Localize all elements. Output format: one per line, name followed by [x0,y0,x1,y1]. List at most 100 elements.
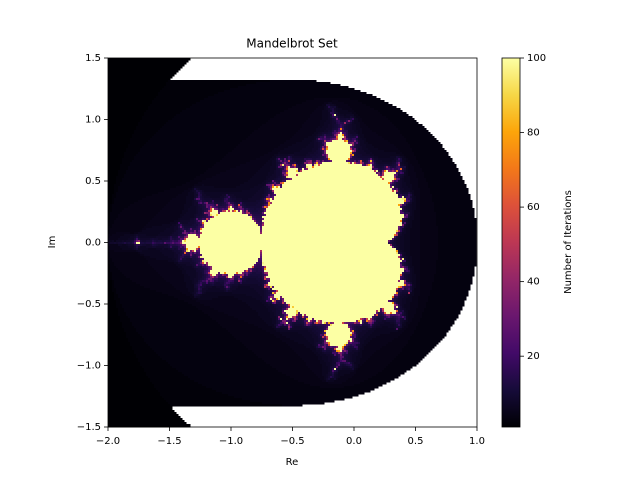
image-cell [246,272,249,275]
image-cell [402,230,405,233]
image-cell [412,214,415,217]
image-cell [278,152,295,155]
image-cell [166,228,175,231]
image-cell [392,298,395,301]
image-cell [364,122,393,125]
image-cell [392,170,395,173]
image-cell [244,212,247,215]
image-cell [406,316,409,319]
image-cell [382,316,385,319]
image-cell [176,252,181,255]
image-cell [186,284,195,287]
image-cell [194,266,197,269]
image-cell [272,286,275,289]
image-cell [230,202,233,205]
image-cell [272,160,277,163]
image-cell [280,162,283,165]
image-cell [264,222,403,225]
image-cell [390,332,403,335]
image-cell [156,214,181,217]
image-cell [116,196,147,199]
image-cell [218,212,221,215]
image-cell [412,256,421,259]
image-cell [136,328,227,331]
image-cell [358,350,361,353]
image-cell [400,256,403,259]
image-cell [324,336,327,339]
image-cell [334,118,337,121]
image-cell [356,142,359,145]
image-cell [138,246,141,249]
image-cell [304,322,307,325]
image-cell [324,348,327,351]
image-cell [114,264,151,267]
image-cell [342,364,345,367]
image-cell [362,120,391,123]
image-cell [398,298,401,301]
image-cell [398,194,401,197]
image-cell [322,326,325,329]
image-cell [250,270,253,273]
image-cell [400,316,403,319]
image-cell [290,156,293,159]
image-cell [196,216,201,219]
image-cell [288,146,307,149]
image-cell [258,258,261,261]
image-cell [128,246,135,249]
image-cell [206,278,209,281]
image-cell [208,206,211,209]
image-cell [124,274,161,277]
image-cell [320,332,323,335]
image-cell [352,330,355,333]
image-cell [262,214,265,217]
image-cell [276,170,281,173]
image-cell [286,140,303,143]
image-cell [360,126,369,129]
image-cell [124,310,203,313]
image-cell [108,306,117,309]
image-cell [230,210,233,213]
image-cell [310,160,313,163]
image-cell [118,312,127,315]
image-cell [404,266,407,269]
image-cell [276,182,279,185]
image-cell [272,194,275,197]
image-cell [284,312,287,315]
image-cell [288,328,291,331]
image-cell [364,160,367,163]
image-cell [354,114,359,117]
image-cell [270,194,273,197]
image-cell [174,230,177,233]
image-cell [258,280,263,283]
image-cell [236,202,239,205]
image-cell [126,314,209,317]
image-cell [216,208,219,211]
image-cell [238,284,259,287]
image-cell [228,194,231,197]
image-cell [164,206,185,209]
image-cell [200,236,395,239]
image-cell [192,224,195,227]
image-cell [360,348,365,351]
image-cell [132,348,153,351]
image-cell [318,162,323,165]
image-cell [276,178,279,181]
image-cell [206,262,209,265]
image-cell [302,314,305,317]
image-cell [202,200,207,203]
image-cell [356,144,359,147]
image-cell [320,386,345,389]
image-cell [110,248,123,251]
image-cell [108,108,149,111]
image-cell [214,200,223,203]
image-cell [392,162,395,165]
image-cell [332,130,335,133]
image-cell [198,222,201,225]
image-cell [398,204,401,207]
image-cell [326,324,329,327]
image-cell [344,360,347,363]
image-cell [208,270,211,273]
image-cell [140,240,143,243]
image-cell [396,236,399,239]
image-cell [308,328,315,331]
